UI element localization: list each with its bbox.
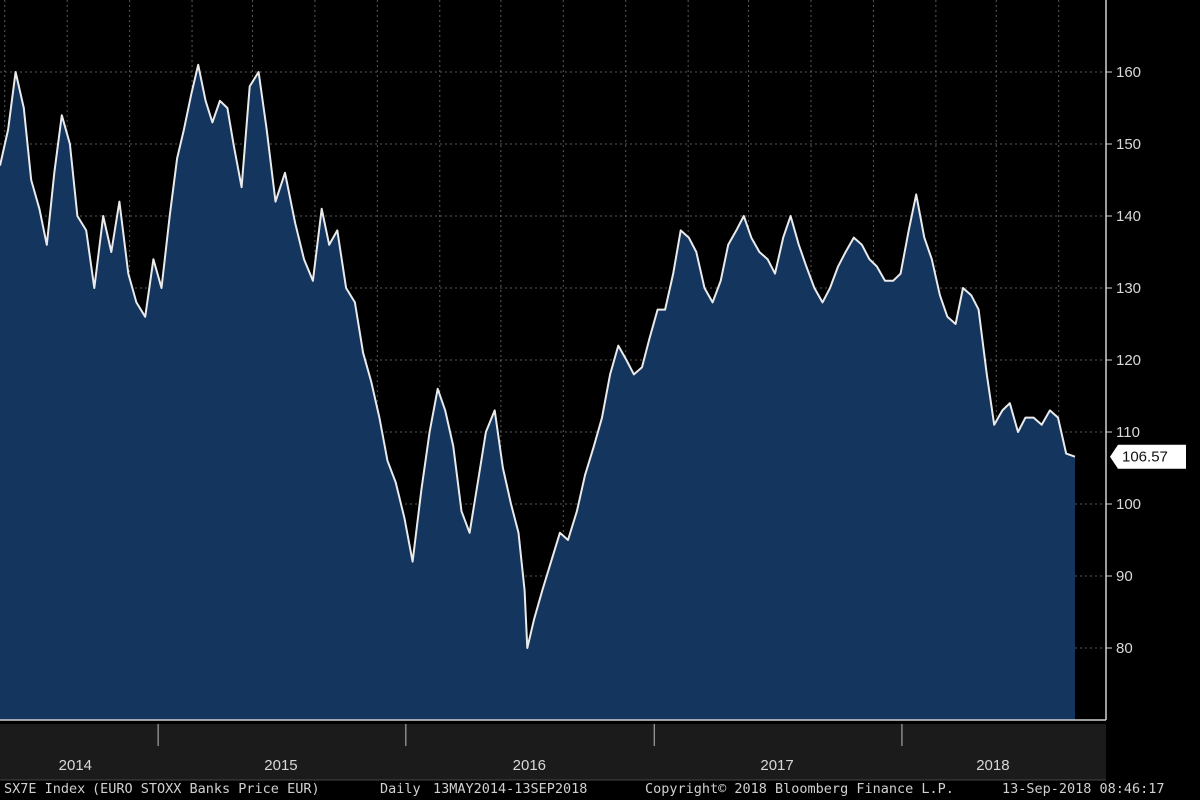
y-tick-label: 90 xyxy=(1116,568,1133,585)
x-tick-label: 2018 xyxy=(976,757,1009,774)
last-value-tag xyxy=(1110,444,1186,469)
footer-ticker: SX7E Index xyxy=(4,781,85,797)
y-tick-label: 80 xyxy=(1116,640,1133,657)
x-axis-band-bg xyxy=(0,724,1106,780)
x-tick-label: 2015 xyxy=(264,757,297,774)
last-value-label: 106.57 xyxy=(1122,449,1168,466)
y-tick-label: 120 xyxy=(1116,352,1141,369)
x-tick-label: 2016 xyxy=(513,757,546,774)
footer-timestamp: 13-Sep-2018 08:46:17 xyxy=(1002,781,1165,797)
y-tick-label: 110 xyxy=(1116,424,1140,441)
y-tick-label: 150 xyxy=(1116,136,1141,153)
price-line xyxy=(0,63,1076,649)
footer-description: (EURO STOXX Banks Price EUR) xyxy=(92,781,320,797)
footer-date-range: 13MAY2014-13SEP2018 xyxy=(433,781,587,797)
chart-footer: SX7E Index (EURO STOXX Banks Price EUR) … xyxy=(4,781,1165,797)
x-tick-label: 2017 xyxy=(760,757,793,774)
y-tick-label: 100 xyxy=(1116,496,1141,513)
y-tick-label: 140 xyxy=(1116,208,1141,225)
price-area-fill xyxy=(0,64,1075,721)
x-tick-label: 2014 xyxy=(59,757,92,774)
footer-frequency: Daily xyxy=(380,781,421,797)
footer-copyright: Copyright© 2018 Bloomberg Finance L.P. xyxy=(645,781,954,797)
y-tick-label: 160 xyxy=(1116,64,1141,81)
x-axis-band: 2014 2015 2016 2017 2018 xyxy=(0,724,1106,781)
last-value-marker: 106.57 xyxy=(1110,444,1186,469)
y-axis-ticks: 80 90 100 110 120 130 140 150 160 xyxy=(1106,64,1141,657)
y-tick-label: 130 xyxy=(1116,280,1141,297)
